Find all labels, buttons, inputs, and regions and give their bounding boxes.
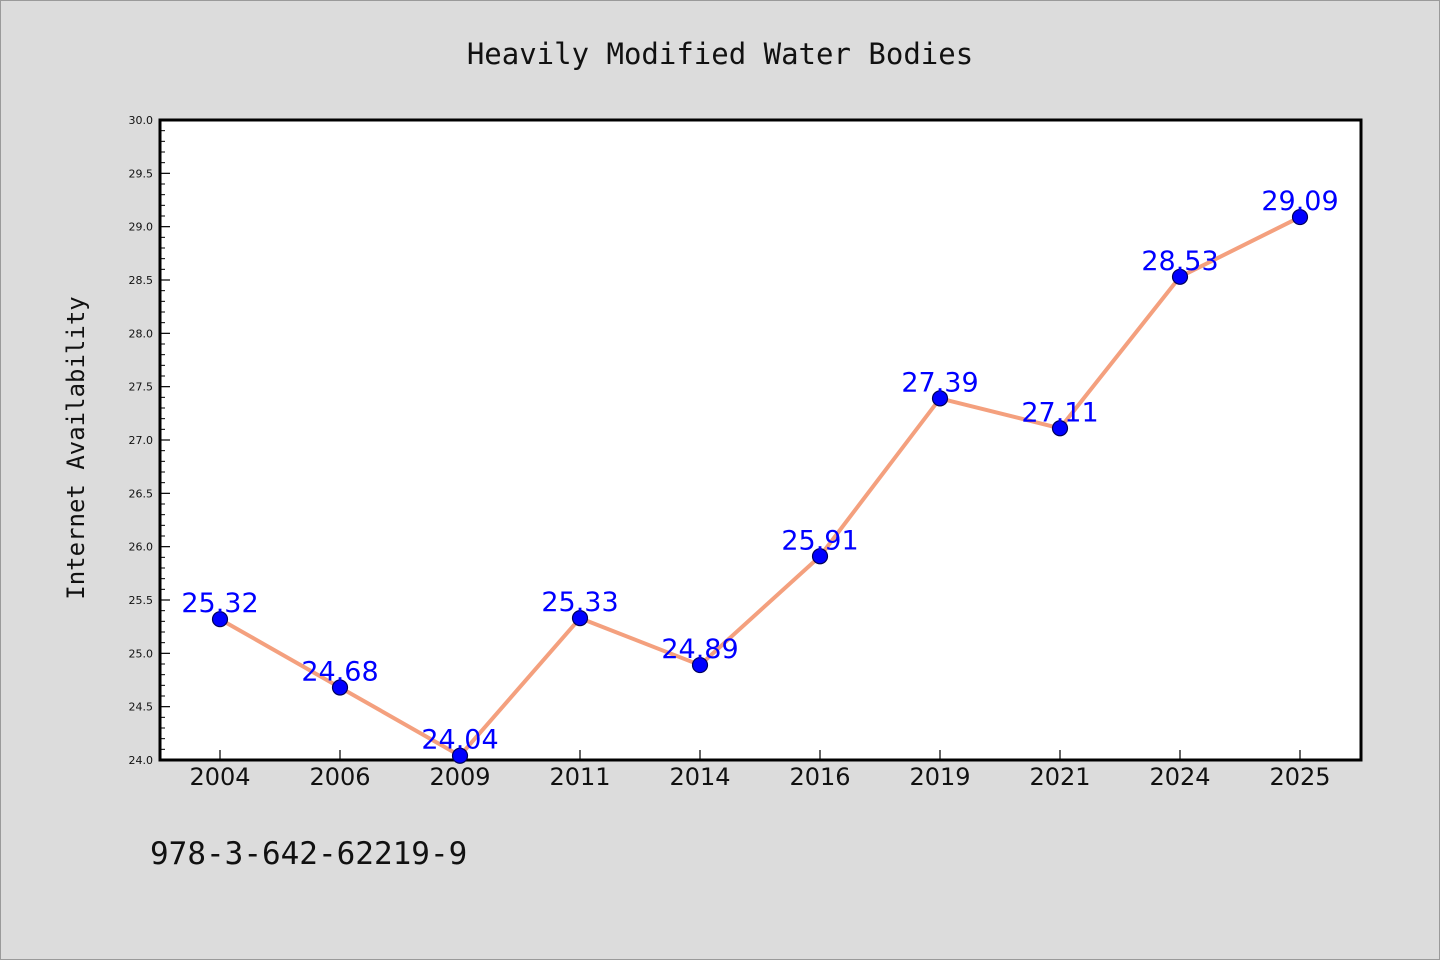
y-tick-label: 24.0 [129, 754, 154, 767]
y-tick-label: 25.0 [129, 647, 154, 660]
y-tick-label: 30.0 [129, 114, 154, 127]
x-tick-label: 2021 [1029, 763, 1090, 791]
data-point [691, 656, 709, 674]
plot-area [158, 118, 1363, 762]
data-label: 27.39 [901, 367, 978, 398]
x-tick-label: 2025 [1269, 763, 1330, 791]
series: 25.32 24.68 24.04 25.33 24.89 25.91 27.39 27.11… [181, 186, 1339, 764]
y-tick-label: 26.0 [129, 541, 154, 554]
data-label: 25.91 [781, 525, 858, 556]
data-label: 24.89 [661, 634, 738, 665]
y-axis-label: Internet Availability [62, 296, 90, 599]
data-label: 24.68 [301, 656, 378, 687]
data-point [931, 390, 949, 407]
y-tick-label: 28.0 [129, 327, 154, 340]
data-point [571, 610, 589, 627]
data-label: 24.04 [421, 725, 498, 756]
y-tick-label: 26.5 [129, 487, 154, 500]
data-point [331, 679, 349, 696]
data-label: 27.11 [1021, 397, 1098, 428]
y-tick-label: 28.5 [129, 274, 154, 287]
data-point [811, 548, 829, 565]
data-point [211, 611, 229, 628]
data-point [1051, 420, 1069, 437]
y-tick-label: 27.0 [129, 434, 154, 447]
x-tick-label: 2006 [309, 763, 370, 791]
chart-title: Heavily Modified Water Bodies [467, 37, 973, 71]
isbn-text: 978-3-642-62219-9 [150, 836, 467, 872]
data-label: 29.09 [1261, 186, 1338, 217]
y-tick-label: 27.5 [129, 381, 154, 394]
data-point [1171, 268, 1189, 285]
data-point [1291, 208, 1309, 226]
y-tick-label: 25.5 [129, 594, 154, 607]
data-label: 25.33 [541, 587, 618, 618]
y-tick-label: 24.5 [129, 701, 154, 714]
x-tick-label: 2024 [1149, 763, 1210, 791]
y-axis: 24.0 24.5 25.0 25.5 26.0 26.5 27.0 27.5 28.0 28.5… [129, 114, 170, 767]
data-label: 25.32 [181, 588, 258, 619]
x-tick-label: 2019 [909, 763, 970, 791]
data-point [451, 747, 469, 764]
data-label: 28.53 [1141, 246, 1218, 277]
x-tick-label: 2009 [429, 763, 490, 791]
x-tick-label: 2011 [549, 763, 610, 791]
x-tick-label: 2016 [789, 763, 850, 791]
x-axis: 2004 2006 2009 2011 2014 2016 2019 2021 2024 2025 [189, 750, 1331, 791]
series-line [218, 215, 1302, 758]
x-tick-label: 2004 [189, 763, 250, 791]
y-tick-label: 29.5 [129, 167, 154, 180]
x-tick-label: 2014 [669, 763, 730, 791]
y-tick-label: 29.0 [129, 221, 154, 234]
